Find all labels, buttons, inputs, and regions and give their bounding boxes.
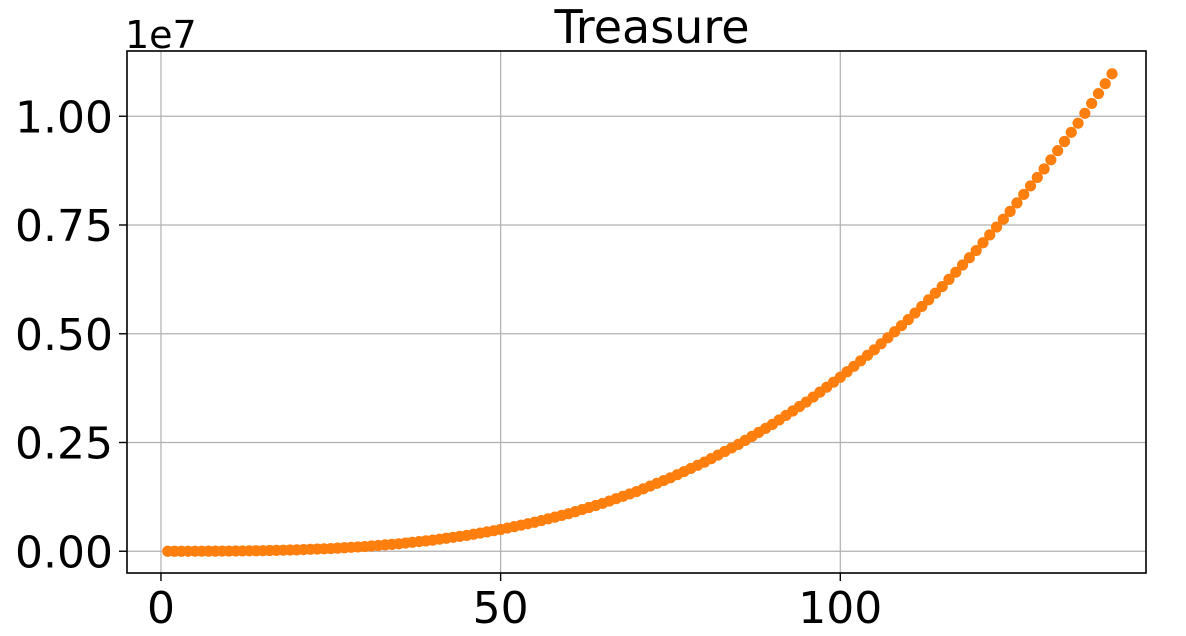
data-point <box>1058 135 1071 148</box>
data-point <box>943 273 955 285</box>
data-point <box>1072 117 1084 129</box>
data-point <box>1004 205 1016 217</box>
axis-ticks <box>119 115 841 581</box>
data-point <box>977 237 989 249</box>
data-point <box>1086 97 1098 110</box>
chart-title: Treasure <box>553 0 749 54</box>
data-point <box>1018 188 1030 201</box>
data-point <box>990 221 1003 233</box>
data-point <box>956 259 969 271</box>
data-point <box>963 252 975 264</box>
y-tick-label: 1.00 <box>15 92 113 143</box>
data-point <box>950 266 962 278</box>
y-axis-multiplier: 1e7 <box>125 13 197 57</box>
data-point <box>936 280 948 293</box>
y-tick-label: 0.00 <box>15 527 113 578</box>
data-point <box>984 229 996 241</box>
data-point <box>1038 163 1050 175</box>
data-point <box>1092 87 1105 100</box>
data-point <box>1099 78 1111 90</box>
y-tick-label: 0.75 <box>15 201 113 252</box>
data-point <box>970 244 982 257</box>
plot-frame <box>126 50 1147 574</box>
data-point <box>1024 180 1037 192</box>
data-point <box>1079 107 1091 119</box>
y-tick-label: 0.50 <box>15 310 113 361</box>
data-points <box>162 68 1118 557</box>
y-tick-label: 0.25 <box>15 419 113 470</box>
data-point <box>1052 145 1064 157</box>
data-point <box>1065 126 1077 138</box>
data-point <box>1106 68 1118 80</box>
tick-labels: 0 50 100 0.00 0.25 0.50 0.75 1.00 <box>15 92 882 634</box>
x-tick-label: 100 <box>798 583 882 634</box>
x-tick-label: 0 <box>147 583 175 634</box>
data-point <box>1011 197 1023 209</box>
data-point <box>1031 171 1043 184</box>
data-point <box>997 213 1009 225</box>
data-point <box>1045 154 1057 166</box>
x-tick-label: 50 <box>473 583 529 634</box>
